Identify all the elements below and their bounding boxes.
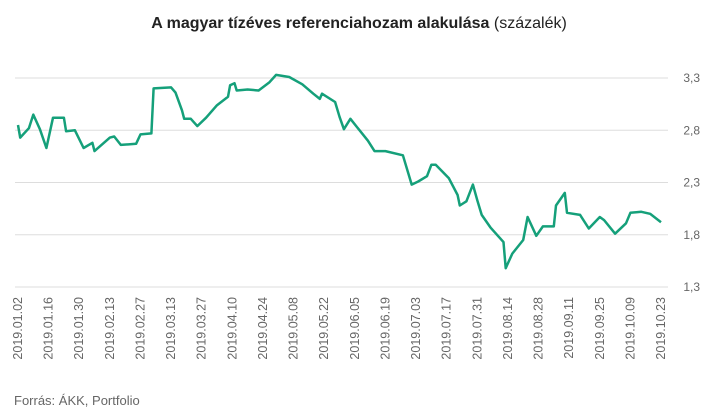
x-tick-label: 2019.09.25 bbox=[593, 297, 607, 360]
y-tick-label: 2,3 bbox=[683, 176, 700, 190]
x-tick-label: 2019.04.10 bbox=[225, 297, 239, 360]
x-tick-label: 2019.02.27 bbox=[133, 297, 147, 360]
x-tick-label: 2019.07.17 bbox=[440, 297, 454, 360]
x-tick-label: 2019.08.14 bbox=[501, 297, 515, 360]
y-tick-label: 3,3 bbox=[683, 71, 700, 85]
x-tick-label: 2019.07.31 bbox=[470, 297, 484, 360]
x-tick-label: 2019.05.22 bbox=[317, 297, 331, 360]
x-tick-label: 2019.08.28 bbox=[532, 297, 546, 360]
x-tick-label: 2019.05.08 bbox=[287, 297, 301, 360]
x-tick-label: 2019.03.13 bbox=[164, 297, 178, 360]
x-tick-label: 2019.03.27 bbox=[195, 297, 209, 360]
x-tick-label: 2019.01.02 bbox=[11, 297, 25, 360]
x-tick-label: 2019.07.03 bbox=[409, 297, 423, 360]
title-main: A magyar tízéves referenciahozam alakulá… bbox=[151, 15, 489, 32]
x-tick-label: 2019.02.13 bbox=[103, 297, 117, 360]
x-tick-label: 2019.10.23 bbox=[654, 297, 668, 360]
y-tick-label: 2,8 bbox=[683, 123, 700, 137]
chart-title: A magyar tízéves referenciahozam alakulá… bbox=[151, 15, 567, 32]
y-tick-label: 1,3 bbox=[683, 280, 700, 294]
y-tick-label: 1,8 bbox=[683, 228, 700, 242]
line bbox=[16, 73, 662, 270]
x-tick-label: 2019.04.24 bbox=[256, 297, 270, 360]
source: Forrás: ÁKK, Portfolio bbox=[14, 393, 140, 408]
x-tick-label: 2019.10.09 bbox=[623, 297, 637, 360]
title-unit: (százalék) bbox=[494, 15, 567, 32]
x-tick-label: 2019.06.05 bbox=[348, 297, 362, 360]
x-tick-label: 2019.01.16 bbox=[42, 297, 56, 360]
x-tick-label: 2019.09.11 bbox=[562, 297, 576, 359]
x-tick-label: 2019.01.30 bbox=[72, 297, 86, 360]
x-tick-label: 2019.06.19 bbox=[378, 297, 392, 360]
